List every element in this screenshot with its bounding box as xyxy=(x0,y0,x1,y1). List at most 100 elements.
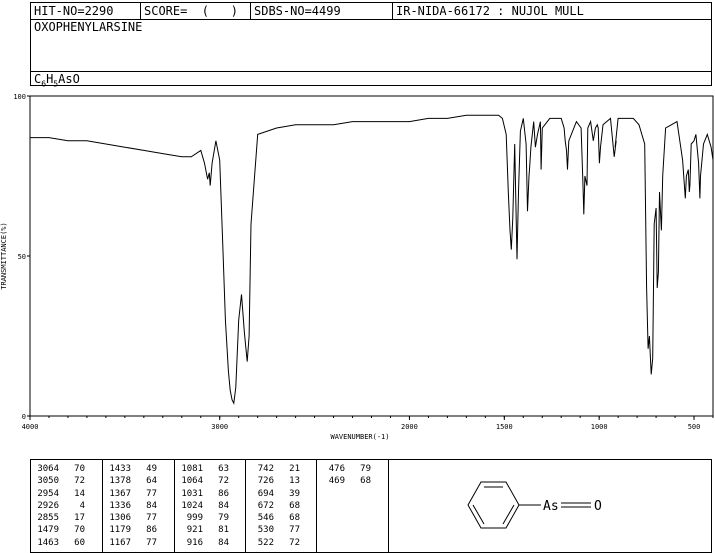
peak-row: 546 68 xyxy=(246,512,316,524)
peak-transmittance: 77 xyxy=(289,525,300,536)
peak-wavenumber: 1064 xyxy=(181,476,203,487)
peak-row: 672 68 xyxy=(246,500,316,512)
peak-transmittance: 79 xyxy=(218,513,229,524)
peak-transmittance: 77 xyxy=(146,488,157,499)
peak-column: 476 79 469 68 xyxy=(317,460,389,552)
peak-transmittance: 70 xyxy=(74,464,85,474)
peak-transmittance: 84 xyxy=(218,537,229,548)
peak-transmittance: 68 xyxy=(289,500,300,511)
arsenic-label: As xyxy=(543,499,559,514)
peak-row: 1367 77 xyxy=(103,488,174,500)
peak-column: 1081 63 1064 72 1031 86 1024 84 999 79 921 81 916 84 xyxy=(175,460,246,552)
peak-wavenumber: 2954 xyxy=(37,488,59,499)
peak-transmittance: 81 xyxy=(218,525,229,536)
peak-wavenumber: 726 xyxy=(257,476,274,487)
peak-transmittance: 21 xyxy=(289,464,300,474)
ir-identifier: IR-NIDA-66172 : NUJOL MULL xyxy=(396,4,584,18)
header-row: HIT-NO=2290 SCORE= ( ) SDBS-NO=4499 IR-N… xyxy=(31,3,711,20)
x-tick-label: 2000 xyxy=(401,423,418,431)
peak-row: 1433 49 xyxy=(103,463,174,475)
y-tick-label: 100 xyxy=(13,93,26,101)
peak-transmittance: 84 xyxy=(218,500,229,511)
plot-frame xyxy=(29,95,714,417)
ring-double-bond xyxy=(472,504,485,525)
peak-wavenumber: 3064 xyxy=(37,464,59,474)
peak-wavenumber: 694 xyxy=(257,488,274,499)
peak-transmittance: 4 xyxy=(79,500,85,511)
peak-wavenumber: 1306 xyxy=(109,513,131,524)
x-tick-label: 500 xyxy=(688,423,701,431)
peak-row: 1336 84 xyxy=(103,500,174,512)
peak-wavenumber: 1081 xyxy=(181,464,203,474)
peak-wavenumber: 2926 xyxy=(37,500,59,511)
peak-wavenumber: 916 xyxy=(186,537,203,548)
peak-column: 3064 70 3050 72 2954 14 2926 4 2855 17 1479 70 1463 6… xyxy=(31,460,103,552)
peak-transmittance: 72 xyxy=(289,537,300,548)
peak-row: 916 84 xyxy=(175,537,245,549)
peak-transmittance: 79 xyxy=(360,464,371,474)
peak-transmittance: 77 xyxy=(146,537,157,548)
peak-transmittance: 63 xyxy=(218,464,229,474)
peak-wavenumber: 522 xyxy=(257,537,274,548)
peak-row: 3064 70 xyxy=(31,463,102,475)
ring-double-bond xyxy=(502,504,515,525)
y-tick-label: 50 xyxy=(18,253,26,261)
peak-wavenumber: 921 xyxy=(186,525,203,536)
peak-row: 1024 84 xyxy=(175,500,245,512)
peak-wavenumber: 469 xyxy=(328,476,345,487)
peak-transmittance: 84 xyxy=(146,500,157,511)
x-tick-label: 1500 xyxy=(496,423,513,431)
peak-wavenumber: 476 xyxy=(328,464,345,474)
peak-row: 530 77 xyxy=(246,524,316,536)
peak-transmittance: 39 xyxy=(289,488,300,499)
peak-transmittance: 14 xyxy=(74,488,85,499)
molecular-structure: As O xyxy=(467,481,602,529)
peak-transmittance: 77 xyxy=(146,513,157,524)
peak-transmittance: 70 xyxy=(74,525,85,536)
peak-row: 2926 4 xyxy=(31,500,102,512)
peak-transmittance: 60 xyxy=(74,537,85,548)
peak-row: 921 81 xyxy=(175,524,245,536)
peak-row: 726 13 xyxy=(246,475,316,487)
peak-wavenumber: 530 xyxy=(257,525,274,536)
peak-transmittance: 86 xyxy=(146,525,157,536)
formula-divider xyxy=(31,71,711,72)
peak-wavenumber: 672 xyxy=(257,500,274,511)
peak-wavenumber: 3050 xyxy=(37,476,59,487)
peak-transmittance: 72 xyxy=(74,476,85,487)
peak-transmittance: 86 xyxy=(218,488,229,499)
peak-row: 1064 72 xyxy=(175,475,245,487)
x-tick-label: 3000 xyxy=(211,423,228,431)
peak-transmittance: 49 xyxy=(146,464,157,474)
peak-wavenumber: 1367 xyxy=(109,488,131,499)
peak-wavenumber: 1378 xyxy=(109,476,131,487)
peak-wavenumber: 1031 xyxy=(181,488,203,499)
ir-spectrum-chart: 4000 3000 2000 1500 1000 500 0 50 100 WAVENUMBER… xyxy=(0,93,714,441)
peak-transmittance: 64 xyxy=(146,476,157,487)
x-tick-label: 4000 xyxy=(22,423,39,431)
x-axis-label: WAVENUMBER(-1) xyxy=(330,433,389,441)
peak-row: 1306 77 xyxy=(103,512,174,524)
axis-ticks: 4000 3000 2000 1500 1000 500 0 50 100 xyxy=(13,93,714,431)
compound-name: OXOPHENYLARSINE xyxy=(34,20,143,34)
peak-row: 742 21 xyxy=(246,463,316,475)
sdbs-number: SDBS-NO=4499 xyxy=(251,3,393,19)
peak-column: 742 21 726 13 694 39 672 68 546 68 530 77 522 72 xyxy=(246,460,317,552)
peak-row: 522 72 xyxy=(246,537,316,549)
score: SCORE= ( ) xyxy=(141,3,251,19)
peak-transmittance: 68 xyxy=(360,476,371,487)
peak-row: 999 79 xyxy=(175,512,245,524)
peak-row: 2954 14 xyxy=(31,488,102,500)
peak-transmittance: 13 xyxy=(289,476,300,487)
peak-row: 2855 17 xyxy=(31,512,102,524)
hit-number: HIT-NO=2290 xyxy=(31,3,141,19)
peak-row: 1031 86 xyxy=(175,488,245,500)
peak-wavenumber: 1024 xyxy=(181,500,203,511)
peak-wavenumber: 1179 xyxy=(109,525,131,536)
peak-transmittance: 17 xyxy=(74,513,85,524)
peak-wavenumber: 1463 xyxy=(37,537,59,548)
peak-wavenumber: 1336 xyxy=(109,500,131,511)
peak-row: 1081 63 xyxy=(175,463,245,475)
x-tick-label: 1000 xyxy=(591,423,608,431)
peak-wavenumber: 742 xyxy=(257,464,274,474)
